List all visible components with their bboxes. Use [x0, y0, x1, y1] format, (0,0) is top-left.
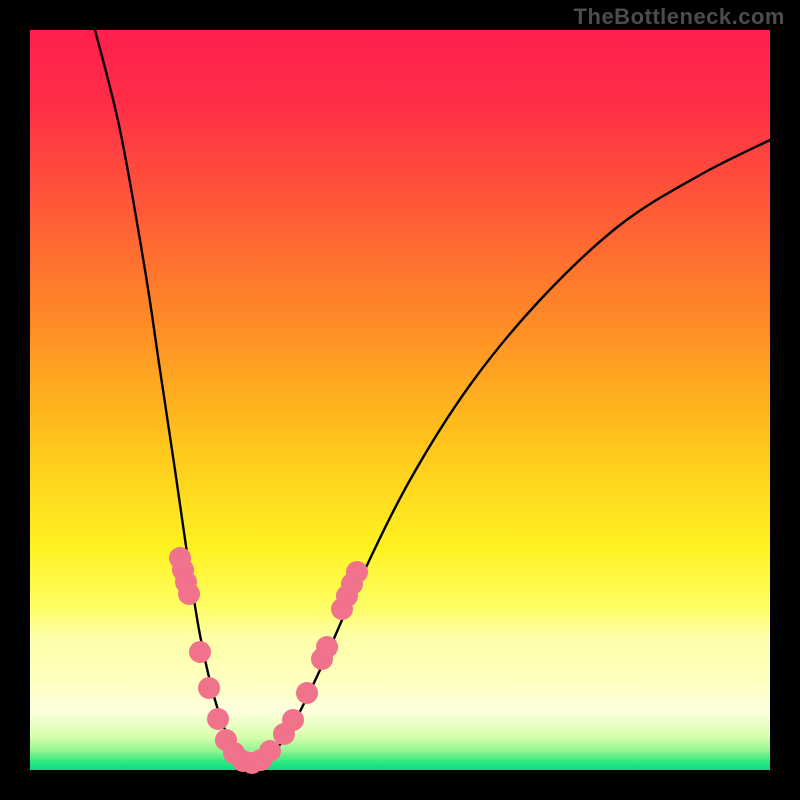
gradient-plot-area — [30, 30, 770, 770]
watermark-text: TheBottleneck.com — [574, 4, 785, 30]
chart-container: TheBottleneck.com — [0, 0, 800, 800]
